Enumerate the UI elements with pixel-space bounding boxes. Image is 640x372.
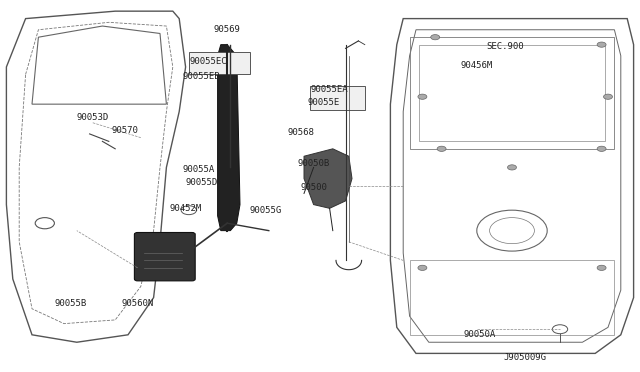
FancyBboxPatch shape xyxy=(134,232,195,281)
Text: 90055B: 90055B xyxy=(54,299,86,308)
Text: 90500: 90500 xyxy=(300,183,327,192)
Text: 90050B: 90050B xyxy=(298,159,330,168)
Bar xyxy=(189,52,250,74)
Circle shape xyxy=(437,146,446,151)
Text: 90568: 90568 xyxy=(287,128,314,137)
Text: SEC.900: SEC.900 xyxy=(487,42,524,51)
Text: 90055A: 90055A xyxy=(182,165,214,174)
Circle shape xyxy=(418,265,427,270)
Text: 90055G: 90055G xyxy=(250,206,282,215)
Bar xyxy=(310,86,365,110)
Circle shape xyxy=(597,146,606,151)
Text: 90050A: 90050A xyxy=(464,330,496,339)
Text: 90560N: 90560N xyxy=(122,299,154,308)
Circle shape xyxy=(597,42,606,47)
Text: 90055EB: 90055EB xyxy=(183,72,220,81)
Text: 90055EA: 90055EA xyxy=(311,85,348,94)
Text: J905009G: J905009G xyxy=(503,353,547,362)
Text: 90569: 90569 xyxy=(214,25,241,34)
Polygon shape xyxy=(218,45,240,231)
Text: 90570: 90570 xyxy=(111,126,138,135)
Text: 90452M: 90452M xyxy=(170,204,202,213)
Text: 90055D: 90055D xyxy=(186,178,218,187)
Circle shape xyxy=(418,94,427,99)
Text: 90456M: 90456M xyxy=(461,61,493,70)
Circle shape xyxy=(597,265,606,270)
Text: 90055E: 90055E xyxy=(307,98,339,107)
Circle shape xyxy=(604,94,612,99)
Polygon shape xyxy=(304,149,352,208)
Text: 90053D: 90053D xyxy=(77,113,109,122)
Text: 90055EC: 90055EC xyxy=(189,57,227,66)
Circle shape xyxy=(431,35,440,40)
Circle shape xyxy=(508,165,516,170)
